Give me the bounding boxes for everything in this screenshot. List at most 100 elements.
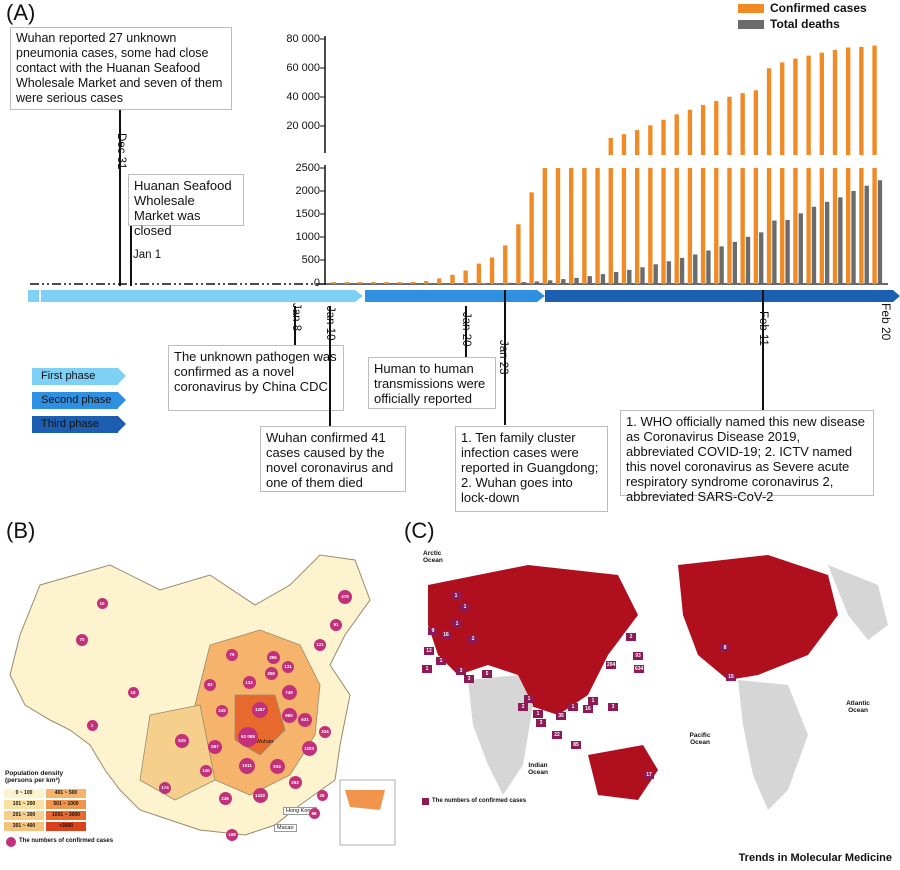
case-bubble: 1011 — [239, 758, 255, 774]
density-class: 401 ~ 500 — [46, 789, 86, 798]
case-bubble: 68 — [308, 807, 320, 819]
bar-confirmed — [516, 224, 521, 284]
event-connector — [294, 306, 296, 348]
bar-confirmed — [450, 274, 455, 284]
country-count-badge: 5 — [482, 670, 492, 678]
country-count-badge: 12 — [424, 647, 434, 655]
bar-confirmed-upper — [832, 49, 838, 155]
event-date-jan8: Jan 8 — [290, 303, 302, 332]
bar-deaths — [706, 250, 711, 284]
panel-b-label: (B) — [6, 518, 36, 543]
country-count-badge: 204 — [606, 661, 617, 669]
country-count-badge: 1 — [568, 703, 578, 711]
density-class: 501 ~ 1000 — [46, 800, 86, 809]
country-count-badge: 2 — [518, 703, 528, 711]
event-box-jan1: Huanan Seafood Wholesale Market was clos… — [128, 174, 244, 238]
bar-confirmed-upper — [661, 119, 666, 155]
density-class: 201 ~ 300 — [4, 811, 44, 820]
bar-confirmed — [542, 168, 547, 284]
bar-deaths — [719, 246, 724, 284]
bar-deaths — [534, 281, 540, 284]
case-bubble: 631 — [298, 713, 312, 727]
country-count-badge: 1 — [524, 695, 534, 703]
bar-confirmed — [832, 168, 838, 284]
country-count-badge: 17 — [644, 771, 654, 779]
case-bubble: 18 — [127, 686, 139, 698]
bar-deaths — [851, 191, 856, 284]
case-bubble: 63 — [204, 679, 216, 691]
country-count-badge: 9 — [428, 627, 438, 635]
bar-deaths — [745, 236, 751, 284]
journal-footer: Trends in Molecular Medicine — [738, 852, 892, 864]
bar-confirmed-upper — [859, 46, 864, 155]
bar-confirmed — [410, 281, 416, 284]
case-bubble: 749 — [281, 684, 297, 700]
event-box-feb11: 1. WHO officially named this new disease… — [620, 410, 874, 504]
bar-deaths — [824, 201, 830, 284]
bar-deaths — [627, 269, 632, 284]
bar-confirmed — [648, 168, 653, 284]
bar-confirmed-upper — [846, 47, 851, 156]
y-tick: 1000 — [295, 231, 320, 243]
y-tick: 1500 — [295, 208, 320, 220]
country-count-badge: 3 — [536, 719, 546, 727]
country-count-badge: 16 — [583, 705, 593, 713]
bar-deaths — [600, 274, 606, 284]
bar-deaths — [811, 206, 817, 284]
case-death-bar-chart — [30, 36, 888, 285]
event-connector — [504, 290, 506, 425]
event-connector — [130, 226, 132, 286]
bar-confirmed — [555, 168, 561, 284]
ocean-indian: Indian Ocean — [528, 762, 548, 776]
bar-confirmed-upper — [687, 109, 693, 155]
bar-confirmed-upper — [727, 96, 732, 155]
country-count-badge: 1 — [436, 657, 446, 665]
bar-confirmed — [740, 168, 745, 284]
phase-first: First phase — [32, 368, 126, 385]
bar-confirmed-upper — [819, 52, 824, 155]
bar-confirmed — [397, 282, 402, 284]
y-tick: 0 — [313, 277, 320, 289]
bar-confirmed — [489, 257, 495, 284]
case-bubble: 1267 — [252, 702, 268, 718]
case-bubble: 140 — [200, 765, 212, 777]
bar-deaths — [785, 219, 790, 284]
case-bubble: 91 — [330, 619, 342, 631]
bar-confirmed-upper — [634, 130, 640, 155]
country-count-badge: 22 — [552, 731, 562, 739]
bar-confirmed — [357, 282, 363, 284]
y-tick: 2000 — [295, 185, 320, 197]
case-bubble: 1 — [86, 719, 98, 731]
legend-swatch-confirmed — [738, 4, 764, 13]
bar-confirmed — [700, 168, 706, 284]
bar-confirmed — [859, 168, 864, 284]
bar-deaths — [640, 267, 645, 284]
country-count-badge: 93 — [633, 652, 643, 660]
case-bubble: 960 — [281, 707, 297, 723]
density-legend-title: Population density (persons per km²) — [5, 770, 64, 784]
bar-confirmed — [503, 245, 508, 284]
bar-deaths — [693, 254, 698, 284]
bar-confirmed-upper — [740, 93, 745, 155]
event-connector — [329, 306, 331, 426]
bar-deaths — [666, 261, 672, 284]
case-bubble: 131 — [282, 661, 294, 673]
bar-confirmed — [529, 192, 534, 284]
density-class: 101 ~ 200 — [4, 800, 44, 809]
country-count-badge: 2 — [626, 633, 636, 641]
bar-deaths — [772, 220, 777, 284]
case-bubble: 1203 — [301, 740, 317, 756]
event-connector — [119, 110, 121, 286]
case-bubble: 396 — [266, 650, 280, 664]
event-connector — [465, 306, 467, 358]
bar-confirmed-upper — [753, 90, 759, 155]
bar-deaths — [561, 279, 566, 284]
legend-confirmed-label: Confirmed cases — [770, 1, 867, 15]
bar-confirmed — [846, 168, 851, 284]
bubble-legend-icon — [6, 837, 16, 847]
y-tick: 20 000 — [286, 120, 320, 132]
density-class: >3000 — [46, 822, 86, 831]
bar-confirmed — [621, 168, 627, 284]
bar-confirmed-upper — [793, 58, 798, 155]
bar-confirmed-upper — [648, 125, 653, 155]
